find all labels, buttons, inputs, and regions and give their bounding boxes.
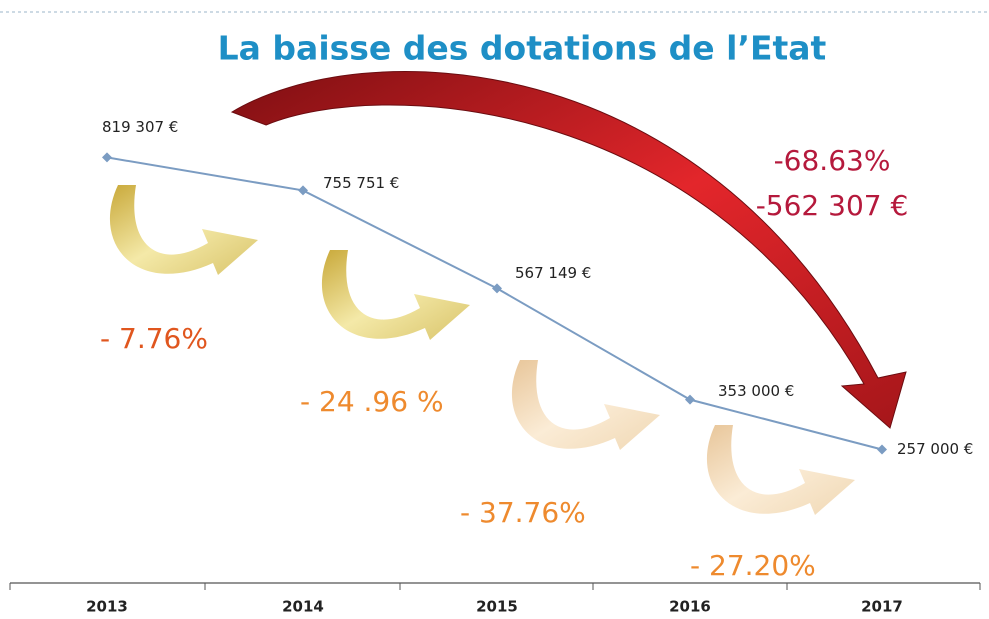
annotation: - 7.76% [100,322,208,355]
x-tick-label: 2016 [669,598,711,616]
point [298,185,308,196]
value-label: 257 000 € [897,440,973,458]
point [102,152,112,163]
step-arrow [109,185,258,275]
x-tick-label: 2015 [476,598,518,616]
step-arrow [511,360,660,450]
value-label: 755 751 € [323,174,399,192]
annotation: -68.63% [774,144,891,177]
value-label: 353 000 € [718,382,794,400]
value-label: 819 307 € [102,118,178,136]
chart-title: La baisse des dotations de l’Etat [218,29,827,68]
x-tick-label: 2014 [282,598,324,616]
point [685,394,695,405]
value-label: 567 149 € [515,264,591,282]
x-tick-label: 2017 [861,598,903,616]
total-arrow [230,71,907,429]
x-tick-label: 2013 [86,598,128,616]
annotation: - 27.20% [690,549,816,582]
annotation: -562 307 € [756,189,909,222]
point [877,444,887,455]
annotation: - 24 .96 % [300,385,444,418]
point [492,283,502,294]
step-arrow [706,425,855,515]
annotation: - 37.76% [460,496,586,529]
